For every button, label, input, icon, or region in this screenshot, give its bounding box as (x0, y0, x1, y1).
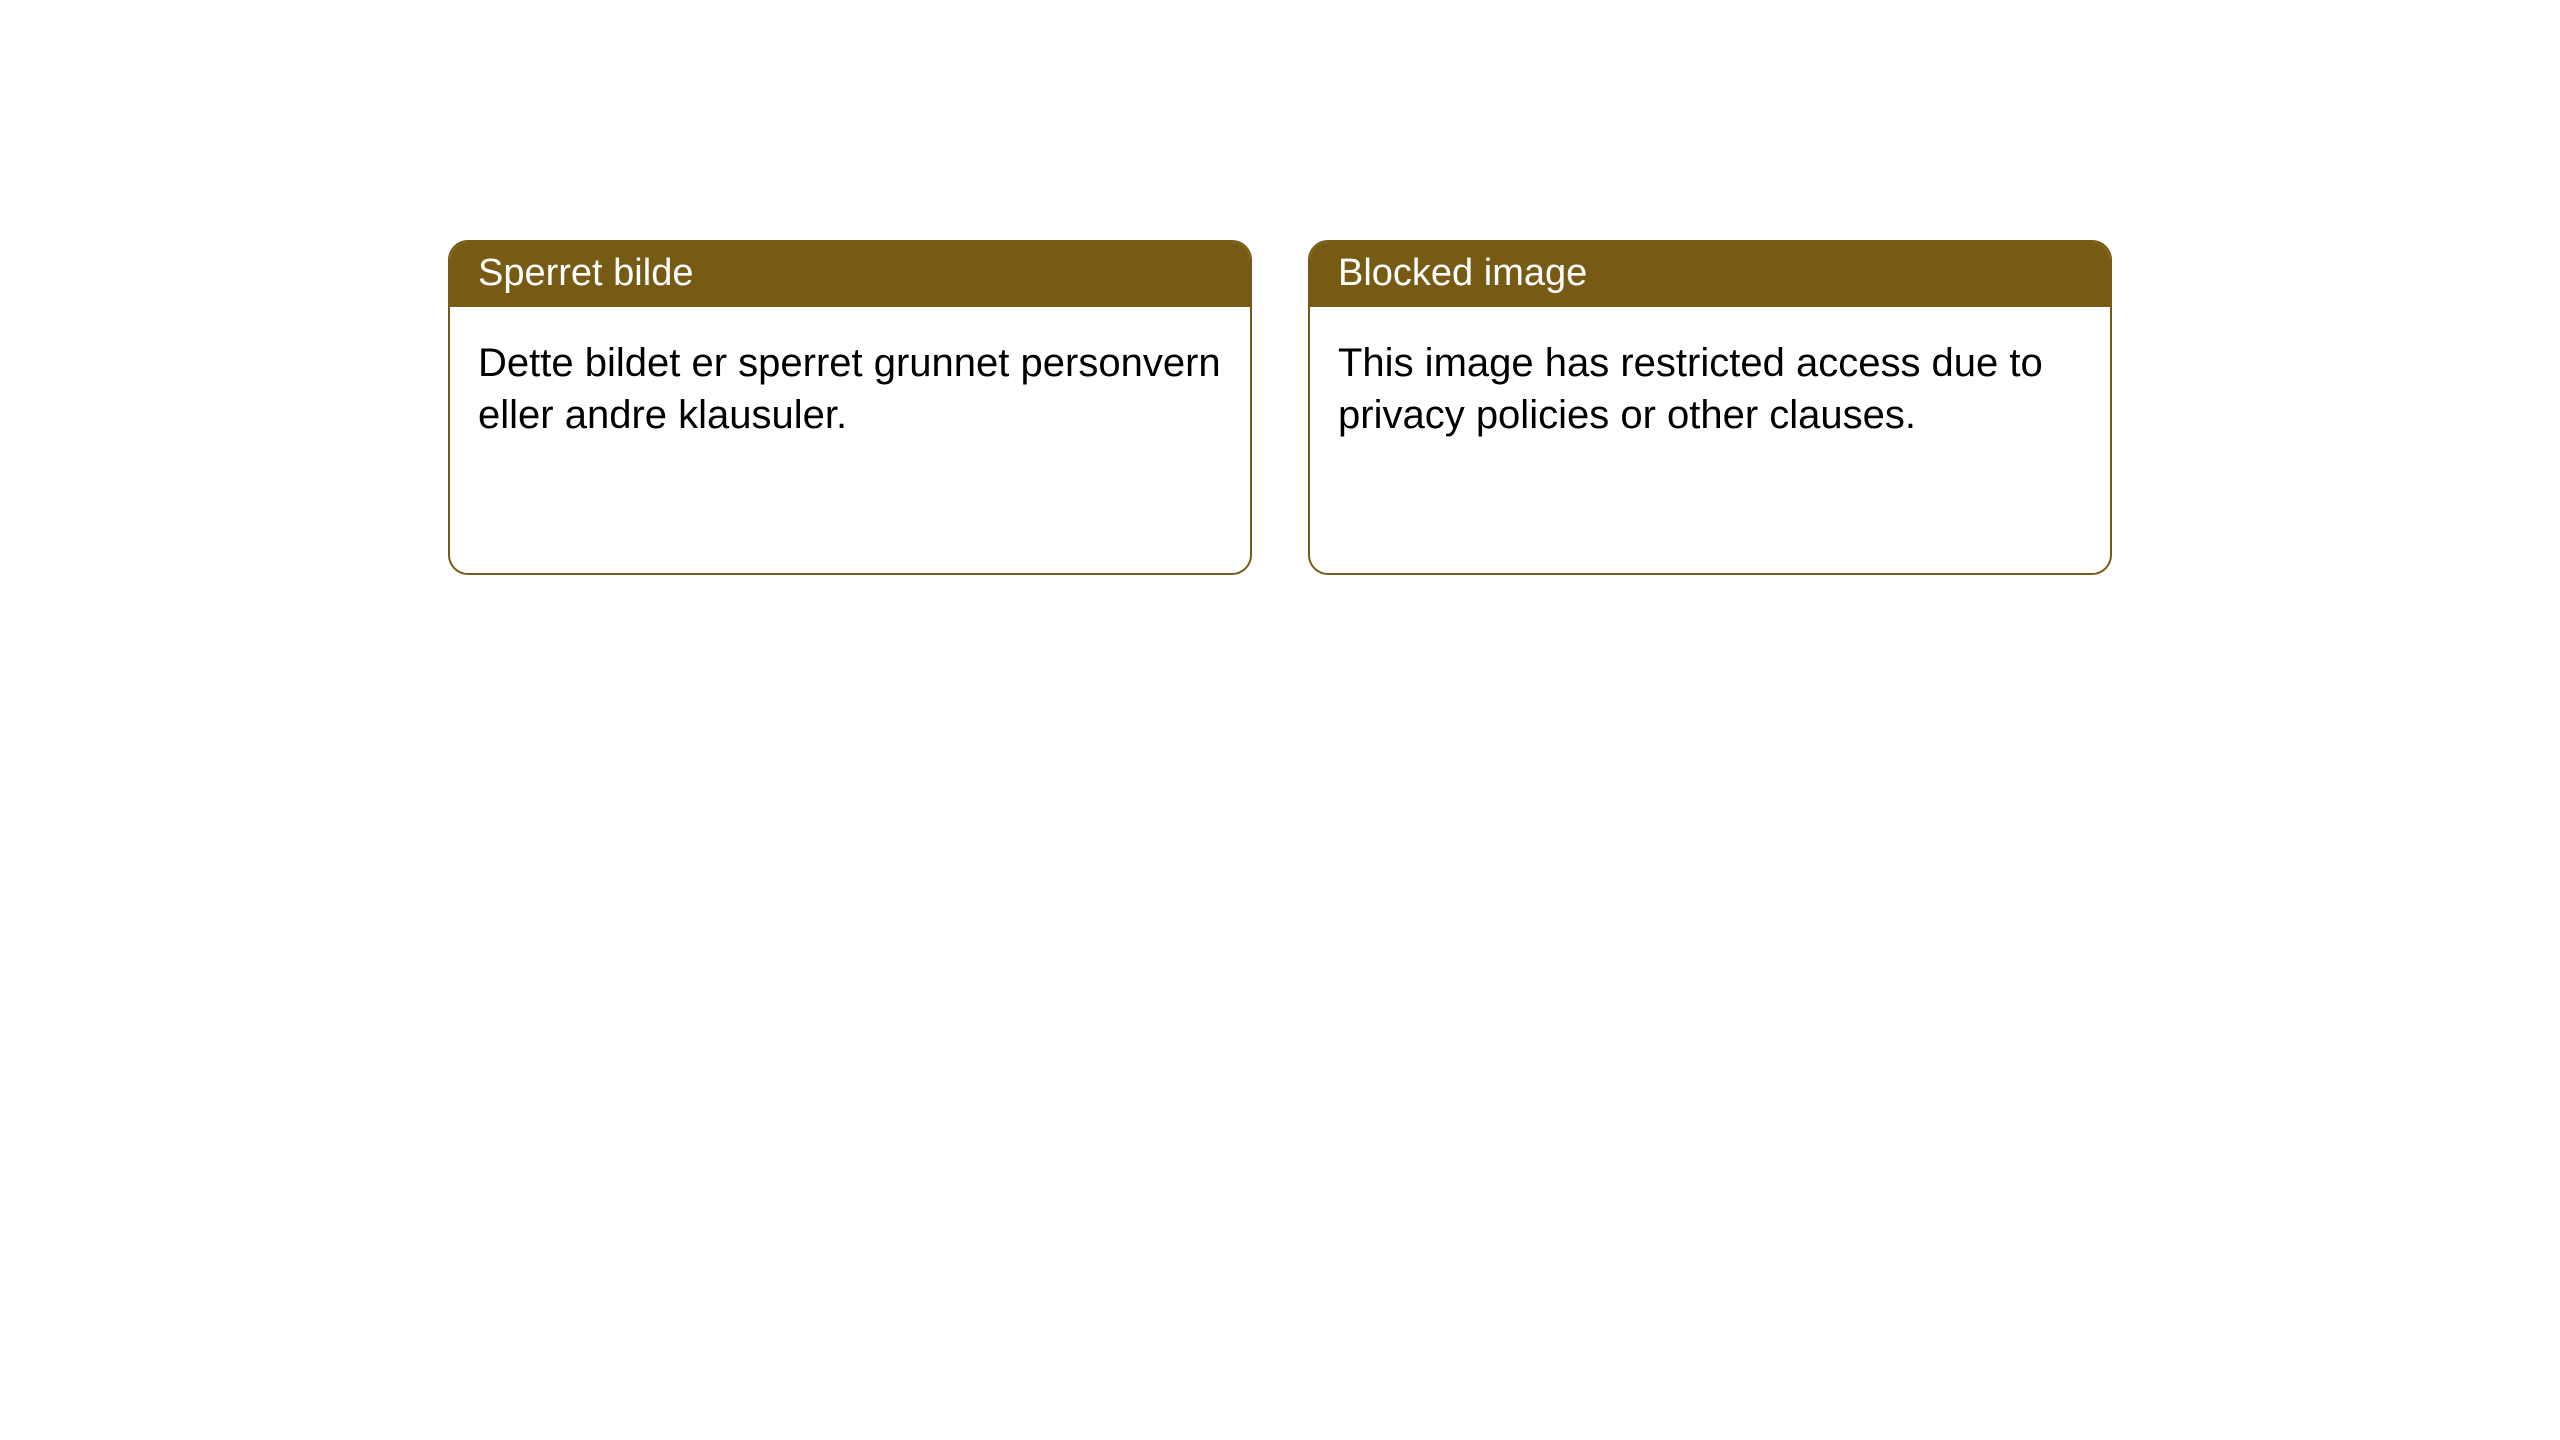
card-body-en: This image has restricted access due to … (1310, 307, 2110, 471)
blocked-image-card-en: Blocked image This image has restricted … (1308, 240, 2112, 575)
blocked-image-card-no: Sperret bilde Dette bildet er sperret gr… (448, 240, 1252, 575)
card-title-no: Sperret bilde (450, 242, 1250, 307)
card-body-no: Dette bildet er sperret grunnet personve… (450, 307, 1250, 471)
card-title-en: Blocked image (1310, 242, 2110, 307)
notice-container: Sperret bilde Dette bildet er sperret gr… (0, 0, 2560, 575)
